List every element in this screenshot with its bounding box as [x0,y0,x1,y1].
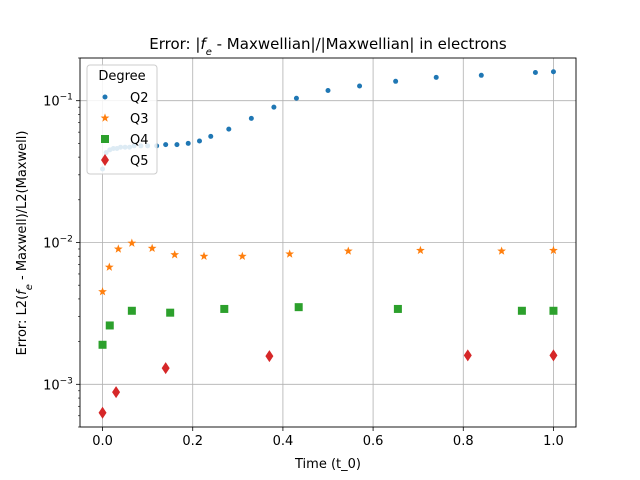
legend-marker-q2 [102,94,108,100]
y-axis-ticks: 10−3 10−2 10−1 [43,57,80,428]
point-q4 [98,340,107,349]
point-q3 [199,251,209,260]
ylabel-f: f [15,288,30,295]
y-tick-label: 10−2 [43,235,73,252]
point-q2 [163,142,169,148]
ylabel-sub-e: e [24,284,35,290]
series-q5 [98,349,558,419]
legend-marker-q3 [100,113,110,122]
point-q3 [549,245,558,255]
point-q5 [265,350,274,363]
point-q3 [127,238,137,247]
legend-items: Q2 Q3 Q4 Q5 [100,91,149,169]
point-q4 [393,304,402,313]
point-q4 [517,306,526,315]
point-q5 [98,406,107,419]
legend-item-q2: Q2 [102,91,149,106]
legend: Degree Q2 Q3 Q4 Q5 [86,64,158,175]
point-q4 [105,321,114,330]
point-q4 [166,308,175,317]
x-tick-label: 0.4 [273,434,294,449]
point-q2 [532,70,538,76]
legend-item-q3: Q3 [100,112,149,127]
point-q2 [550,69,556,75]
grid-lines [80,58,576,427]
point-q3 [285,249,295,258]
legend-label-q5: Q5 [130,154,149,169]
point-q4 [549,306,558,315]
point-q2 [433,74,439,80]
legend-title: Degree [98,69,145,84]
legend-label-q2: Q2 [130,91,149,106]
point-q3 [170,250,180,259]
point-q5 [161,362,170,375]
legend-item-q4: Q4 [101,133,149,148]
x-axis-label: Time (t_0) [294,457,361,472]
legend-marker-q4 [101,135,109,143]
series-q3 [98,238,558,296]
point-q3 [237,251,247,260]
point-q3 [343,246,353,255]
title-sub-e: e [206,47,212,58]
point-q2 [478,72,484,78]
point-q4 [220,304,229,313]
legend-marker-q5 [101,154,109,166]
x-tick-label: 0.6 [363,434,384,449]
point-q3 [497,246,506,255]
x-tick-label: 0.8 [453,434,474,449]
y-tick-label: 10−1 [43,93,73,110]
point-q3 [113,244,123,253]
ylabel-suffix: - Maxwell)/L2(Maxwell) [15,131,30,285]
point-q2 [226,126,232,132]
point-q2 [196,138,202,144]
title-f: f [200,35,208,53]
title-prefix: Error: | [149,35,200,53]
point-q2 [271,104,277,110]
x-tick-label: 0.2 [182,434,203,449]
point-q3 [416,245,425,255]
point-q2 [248,115,254,121]
title-suffix: - Maxwellian|/|Maxwellian| in electrons [212,35,507,53]
point-q2 [393,78,399,84]
legend-label-q3: Q3 [130,112,149,127]
point-q4 [294,303,303,312]
point-q2 [293,95,299,101]
x-tick-label: 1.0 [543,434,564,449]
legend-item-q5: Q5 [101,154,149,169]
point-q3 [104,262,114,271]
legend-label-q4: Q4 [130,133,149,148]
point-q2 [208,133,214,139]
point-q5 [463,349,472,362]
point-q3 [98,287,107,296]
series-q4 [98,303,558,349]
ylabel-prefix: Error: L2( [15,295,30,356]
point-q2 [325,87,331,93]
x-tick-label: 0.0 [92,434,113,449]
chart-title: Error: |fe - Maxwellian|/|Maxwellian| in… [149,35,507,58]
y-axis-label: Error: L2(fe - Maxwell)/L2(Maxwell) [15,131,35,356]
point-q5 [549,349,558,362]
point-q2 [174,142,180,148]
point-q2 [357,83,363,89]
legend-box [86,64,158,175]
y-tick-label: 10−3 [43,376,73,393]
point-q2 [185,140,191,146]
point-q3 [147,243,157,253]
point-q5 [112,386,121,399]
point-q4 [127,306,136,315]
x-axis-ticks: 0.0 0.2 0.4 0.6 0.8 1.0 [92,427,564,449]
